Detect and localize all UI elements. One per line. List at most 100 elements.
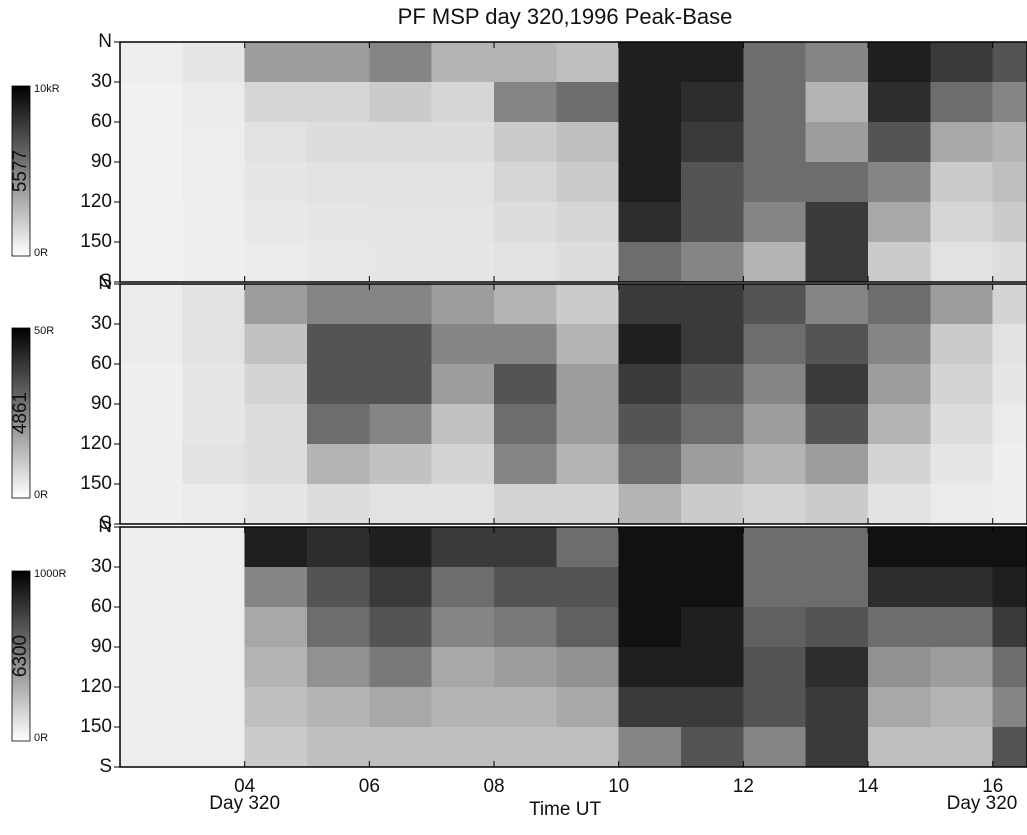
heatmap-cell	[182, 527, 246, 568]
heatmap-cell	[868, 607, 931, 648]
heatmap-cell	[681, 242, 744, 283]
heatmap-cell	[556, 687, 620, 728]
heatmap-cell	[556, 484, 620, 525]
heatmap-cell	[992, 607, 1027, 648]
heatmap-cell	[307, 42, 370, 83]
heatmap-cell	[307, 444, 370, 485]
heatmap-cell	[868, 284, 931, 325]
y-tick-label: 120	[80, 191, 112, 212]
heatmap-cell	[307, 404, 370, 445]
heatmap-cell	[681, 687, 744, 728]
heatmap-cell	[930, 42, 994, 83]
heatmap-cell	[681, 607, 744, 648]
x-tick-label: 16	[982, 776, 1003, 797]
y-tick-label: N	[98, 516, 112, 537]
heatmap-cell	[369, 202, 433, 243]
heatmap-cell	[556, 242, 620, 283]
heatmap-cell	[120, 527, 183, 568]
heatmap-cell	[431, 162, 495, 203]
heatmap-cell	[182, 242, 246, 283]
heatmap-cell	[494, 364, 557, 405]
heatmap-cell	[182, 42, 246, 83]
heatmap-cell	[618, 404, 682, 445]
heatmap-cell	[930, 607, 994, 648]
heatmap-cell	[992, 727, 1027, 768]
heatmap-cell	[743, 404, 807, 445]
y-tick-label: 120	[80, 676, 112, 697]
heatmap-cell	[431, 284, 495, 325]
heatmap-cell	[431, 607, 495, 648]
heatmap-cell	[431, 202, 495, 243]
heatmap-cell	[244, 527, 308, 568]
heatmap-cell	[307, 567, 370, 608]
heatmap-cell	[618, 242, 682, 283]
heatmap-cell	[556, 444, 620, 485]
heatmap-cell	[930, 82, 994, 123]
heatmap-cell	[681, 444, 744, 485]
heatmap-cell	[930, 404, 994, 445]
heatmap-cell	[681, 42, 744, 83]
heatmap-cell	[369, 727, 433, 768]
heatmap-cell	[431, 122, 495, 163]
heatmap-cell	[618, 42, 682, 83]
heatmap-cell	[244, 242, 308, 283]
colorbar	[11, 570, 31, 742]
y-tick-label: 90	[91, 636, 112, 657]
heatmap-cell	[743, 484, 807, 525]
panel-label: 4861	[10, 392, 31, 434]
heatmap-cell	[182, 324, 246, 365]
heatmap-cell	[244, 82, 308, 123]
heatmap-cell	[618, 444, 682, 485]
heatmap-cell	[307, 647, 370, 688]
heatmap-cell	[805, 687, 869, 728]
heatmap-cell	[182, 122, 246, 163]
heatmap-cell	[244, 162, 308, 203]
heatmap-cell	[182, 364, 246, 405]
heatmap-cell	[992, 484, 1027, 525]
y-tick-label: 60	[91, 596, 112, 617]
heatmap-cell	[556, 42, 620, 83]
x-tick-label: 08	[483, 776, 504, 797]
heatmap-cell	[307, 284, 370, 325]
y-tick-label: 150	[80, 231, 112, 252]
heatmap-cell	[805, 607, 869, 648]
heatmap-cell	[494, 202, 557, 243]
heatmap-cell	[182, 284, 246, 325]
heatmap-cell	[120, 444, 183, 485]
heatmap-cell	[369, 242, 433, 283]
heatmap-cell	[307, 202, 370, 243]
heatmap-cell	[494, 484, 557, 525]
heatmap-cell	[681, 647, 744, 688]
heatmap-cell	[494, 162, 557, 203]
heatmap-cell	[743, 647, 807, 688]
heatmap-cell	[868, 122, 931, 163]
heatmap-cell	[431, 324, 495, 365]
heatmap-cell	[805, 202, 869, 243]
heatmap-cell	[244, 202, 308, 243]
y-tick-label: 30	[91, 313, 112, 334]
heatmap-cell	[868, 364, 931, 405]
heatmap-cell	[743, 527, 807, 568]
heatmap-cell	[556, 162, 620, 203]
heatmap-cell	[743, 82, 807, 123]
heatmap-cell	[681, 484, 744, 525]
heatmap-cell	[244, 42, 308, 83]
heatmap-cell	[992, 647, 1027, 688]
y-tick-label: 90	[91, 393, 112, 414]
heatmap-cell	[431, 484, 495, 525]
heatmap-cell	[369, 607, 433, 648]
heatmap-cell	[431, 42, 495, 83]
heatmap-cell	[369, 444, 433, 485]
heatmap-cell	[244, 607, 308, 648]
heatmap-cell	[369, 567, 433, 608]
heatmap-cell	[431, 567, 495, 608]
heatmap-cell	[182, 444, 246, 485]
heatmap-cell	[307, 727, 370, 768]
heatmap-cell	[868, 324, 931, 365]
heatmap-cell	[805, 527, 869, 568]
heatmap-cell	[681, 122, 744, 163]
y-tick-label: S	[99, 271, 112, 292]
heatmap-cell	[992, 527, 1027, 568]
heatmap-cell	[868, 202, 931, 243]
